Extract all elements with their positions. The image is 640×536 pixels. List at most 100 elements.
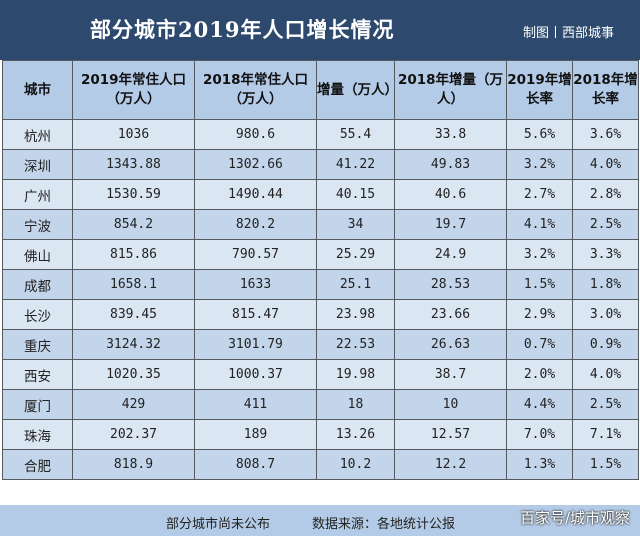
cell-increase: 25.29 <box>316 239 395 270</box>
cell-increase-2018: 26.63 <box>394 329 507 360</box>
cell-pop-2019: 1343.88 <box>72 149 195 180</box>
cell-pop-2018: 1000.37 <box>194 359 317 390</box>
cell-pop-2018: 790.57 <box>194 239 317 270</box>
cell-pop-2019: 854.2 <box>72 209 195 240</box>
cell-pop-2019: 1020.35 <box>72 359 195 390</box>
cell-city: 厦门 <box>2 389 73 420</box>
cell-growth-2018: 2.5% <box>572 389 639 420</box>
cell-growth-2019: 4.4% <box>506 389 573 420</box>
column-header-increase: 增量（万人） <box>316 60 398 120</box>
cell-growth-2018: 4.0% <box>572 359 639 390</box>
cell-city: 重庆 <box>2 329 73 360</box>
cell-city: 成都 <box>2 269 73 300</box>
data-source: 数据来源：各地统计公报 <box>312 517 456 532</box>
cell-growth-2018: 7.1% <box>572 419 639 450</box>
cell-growth-2019: 4.1% <box>506 209 573 240</box>
cell-growth-2018: 1.5% <box>572 449 639 480</box>
cell-increase: 22.53 <box>316 329 395 360</box>
cell-city: 长沙 <box>2 299 73 330</box>
cell-growth-2019: 2.7% <box>506 179 573 210</box>
table-row: 重庆 3124.32 3101.79 22.53 26.63 0.7% 0.9% <box>2 329 639 360</box>
cell-pop-2018: 980.6 <box>194 119 317 150</box>
column-header-pop-2019: 2019年常住人口（万人） <box>72 60 195 120</box>
cell-pop-2019: 202.37 <box>72 419 195 450</box>
cell-increase-2018: 12.2 <box>394 449 507 480</box>
column-header-increase-2018: 2018年增量（万人） <box>394 60 507 120</box>
cell-pop-2018: 820.2 <box>194 209 317 240</box>
table-row: 佛山 815.86 790.57 25.29 24.9 3.2% 3.3% <box>2 239 639 270</box>
cell-increase: 23.98 <box>316 299 395 330</box>
cell-increase-2018: 28.53 <box>394 269 507 300</box>
cell-growth-2018: 3.3% <box>572 239 639 270</box>
table-row: 长沙 839.45 815.47 23.98 23.66 2.9% 3.0% <box>2 299 639 330</box>
population-table: 城市 2019年常住人口（万人） 2018年常住人口（万人） 增量（万人） 2018年增… <box>2 60 639 480</box>
cell-growth-2019: 1.3% <box>506 449 573 480</box>
footer-bar: 部分城市尚未公布 数据来源：各地统计公报 百家号/城市观察 <box>0 505 640 536</box>
column-header-pop-2018: 2018年常住人口（万人） <box>194 60 317 120</box>
cell-growth-2018: 3.6% <box>572 119 639 150</box>
cell-increase: 19.98 <box>316 359 395 390</box>
table-row: 杭州 1036 980.6 55.4 33.8 5.6% 3.6% <box>2 119 639 150</box>
cell-increase: 10.2 <box>316 449 395 480</box>
cell-increase-2018: 33.8 <box>394 119 507 150</box>
cell-growth-2019: 7.0% <box>506 419 573 450</box>
cell-pop-2018: 1633 <box>194 269 317 300</box>
cell-city: 深圳 <box>2 149 73 180</box>
table-row: 宁波 854.2 820.2 34 19.7 4.1% 2.5% <box>2 209 639 240</box>
cell-growth-2018: 2.5% <box>572 209 639 240</box>
cell-pop-2019: 818.9 <box>72 449 195 480</box>
cell-pop-2019: 3124.32 <box>72 329 195 360</box>
cell-pop-2018: 808.7 <box>194 449 317 480</box>
cell-pop-2019: 839.45 <box>72 299 195 330</box>
cell-increase-2018: 40.6 <box>394 179 507 210</box>
table-row: 深圳 1343.88 1302.66 41.22 49.83 3.2% 4.0% <box>2 149 639 180</box>
cell-increase-2018: 49.83 <box>394 149 507 180</box>
title-bar: 部分城市2019年人口增长情况 制图丨西部城事 <box>0 0 640 60</box>
table-body: 杭州 1036 980.6 55.4 33.8 5.6% 3.6% 深圳 1343.88 1302… <box>2 119 639 480</box>
column-header-city: 城市 <box>2 60 73 120</box>
cell-pop-2019: 1658.1 <box>72 269 195 300</box>
cell-pop-2019: 1530.59 <box>72 179 195 210</box>
cell-increase-2018: 10 <box>394 389 507 420</box>
cell-city: 杭州 <box>2 119 73 150</box>
cell-growth-2019: 3.2% <box>506 239 573 270</box>
cell-increase: 40.15 <box>316 179 395 210</box>
cell-increase: 18 <box>316 389 395 420</box>
cell-pop-2018: 189 <box>194 419 317 450</box>
cell-pop-2018: 411 <box>194 389 317 420</box>
footer-note: 部分城市尚未公布 <box>166 517 271 532</box>
cell-pop-2019: 1036 <box>72 119 195 150</box>
cell-growth-2018: 4.0% <box>572 149 639 180</box>
cell-city: 佛山 <box>2 239 73 270</box>
cell-pop-2019: 815.86 <box>72 239 195 270</box>
table-row: 合肥 818.9 808.7 10.2 12.2 1.3% 1.5% <box>2 449 639 480</box>
cell-growth-2018: 3.0% <box>572 299 639 330</box>
cell-increase: 25.1 <box>316 269 395 300</box>
cell-city: 合肥 <box>2 449 73 480</box>
cell-growth-2019: 5.6% <box>506 119 573 150</box>
cell-growth-2018: 0.9% <box>572 329 639 360</box>
page-title: 部分城市2019年人口增长情况 <box>90 17 395 42</box>
cell-growth-2018: 2.8% <box>572 179 639 210</box>
cell-increase: 55.4 <box>316 119 395 150</box>
table-row: 成都 1658.1 1633 25.1 28.53 1.5% 1.8% <box>2 269 639 300</box>
cell-pop-2018: 815.47 <box>194 299 317 330</box>
cell-increase: 41.22 <box>316 149 395 180</box>
cell-increase-2018: 23.66 <box>394 299 507 330</box>
cell-increase-2018: 24.9 <box>394 239 507 270</box>
brand-watermark: 百家号/城市观察 <box>519 509 630 527</box>
cell-pop-2018: 3101.79 <box>194 329 317 360</box>
cell-pop-2018: 1302.66 <box>194 149 317 180</box>
column-header-growth-2018: 2018年增长率 <box>572 60 639 120</box>
cell-growth-2019: 1.5% <box>506 269 573 300</box>
cell-city: 广州 <box>2 179 73 210</box>
cell-growth-2018: 1.8% <box>572 269 639 300</box>
cell-growth-2019: 2.9% <box>506 299 573 330</box>
cell-city: 珠海 <box>2 419 73 450</box>
cell-city: 西安 <box>2 359 73 390</box>
cell-growth-2019: 3.2% <box>506 149 573 180</box>
cell-increase-2018: 19.7 <box>394 209 507 240</box>
table-header-row: 城市 2019年常住人口（万人） 2018年常住人口（万人） 增量（万人） 2018年增… <box>2 60 639 120</box>
cell-increase: 13.26 <box>316 419 395 450</box>
